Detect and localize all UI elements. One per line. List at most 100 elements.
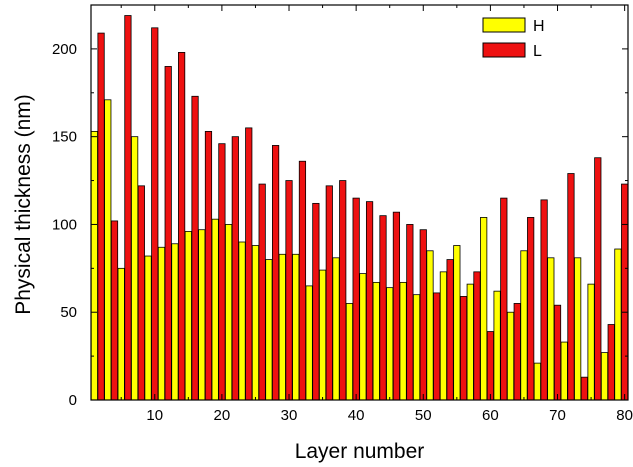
x-tick-label: 10 <box>146 407 163 424</box>
bar-l-layer-58 <box>473 271 481 401</box>
bar-l-layer-22 <box>231 136 239 401</box>
plot-area-frame <box>90 4 629 401</box>
bar-h-layer-67 <box>533 362 541 401</box>
bar-h-layer-25 <box>251 245 260 401</box>
bar-h-layer-61 <box>493 290 501 401</box>
bar-l-layer-64 <box>513 303 521 401</box>
bar-h-layer-17 <box>198 229 206 401</box>
y-tick-label: 150 <box>52 129 77 146</box>
bar-l-layer-10 <box>151 27 159 401</box>
bar-h-layer-45 <box>386 287 394 401</box>
bar-l-layer-6 <box>124 15 132 401</box>
bar-l-layer-72 <box>567 173 575 401</box>
bar-l-layer-78 <box>607 324 615 401</box>
bar-h-layer-77 <box>600 352 609 401</box>
bar-l-layer-80 <box>621 183 629 401</box>
bar-l-layer-50 <box>419 229 427 401</box>
bar-l-layer-20 <box>218 143 226 401</box>
bar-l-layer-38 <box>339 180 347 401</box>
bar-l-layer-70 <box>553 304 562 401</box>
bar-l-layer-74 <box>580 376 588 401</box>
bar-l-layer-26 <box>258 183 266 401</box>
bar-l-layer-32 <box>298 160 307 401</box>
bar-l-layer-24 <box>245 127 253 401</box>
bar-h-layer-29 <box>278 253 286 401</box>
legend-swatch-h <box>482 17 526 33</box>
y-axis-title: Physical thickness (nm) <box>12 94 35 315</box>
bar-l-layer-30 <box>285 180 293 401</box>
bar-h-layer-1 <box>90 130 98 401</box>
bar-h-layer-69 <box>547 257 555 401</box>
bar-h-layer-9 <box>144 255 152 401</box>
legend: H L <box>482 17 545 60</box>
bar-l-layer-14 <box>178 52 186 401</box>
bar-l-layer-4 <box>110 220 119 401</box>
legend-label-l: L <box>533 43 542 60</box>
bar-h-layer-51 <box>426 250 434 401</box>
y-tick-label: 50 <box>60 304 77 321</box>
bar-h-layer-13 <box>171 243 179 401</box>
bar-l-layer-34 <box>312 202 320 401</box>
bar-l-layer-28 <box>272 145 280 401</box>
bar-h-layer-7 <box>131 136 139 401</box>
bar-h-layer-5 <box>117 267 125 401</box>
bar-l-layer-16 <box>191 95 199 401</box>
bar-l-layer-54 <box>446 259 454 401</box>
bar-h-layer-3 <box>104 99 112 401</box>
bar-h-layer-33 <box>305 285 313 401</box>
bar-l-layer-46 <box>392 211 401 401</box>
bar-l-layer-2 <box>97 32 105 401</box>
bar-h-layer-59 <box>480 217 488 401</box>
bar-h-layer-41 <box>359 273 367 401</box>
bar-h-layer-15 <box>184 231 192 401</box>
bar-l-layer-56 <box>459 296 468 401</box>
bar-h-layer-73 <box>574 257 582 401</box>
x-tick-label: 60 <box>482 407 499 424</box>
x-tick-label: 40 <box>348 407 365 424</box>
bar-l-layer-66 <box>527 217 535 401</box>
bar-l-layer-18 <box>204 130 213 401</box>
bar-h-layer-55 <box>453 245 461 401</box>
axis-tick-labels: 10 20 30 40 50 60 70 80 0 50 100 150 200 <box>52 41 633 424</box>
bar-h-layer-53 <box>439 271 448 401</box>
bar-l-layer-36 <box>325 185 333 401</box>
bar-h-layer-27 <box>265 259 273 401</box>
bar-h-layer-21 <box>225 224 233 401</box>
bar-h-layer-35 <box>318 269 327 401</box>
bar-l-layer-40 <box>352 197 360 401</box>
bar-l-layer-42 <box>365 201 374 401</box>
bar-l-layer-52 <box>433 292 441 401</box>
bar-h-layer-63 <box>506 311 515 401</box>
bar-h-layer-39 <box>345 303 354 401</box>
x-tick-label: 70 <box>549 407 566 424</box>
bars-group <box>90 15 629 401</box>
bar-h-layer-11 <box>157 246 166 401</box>
y-tick-label: 200 <box>52 41 77 58</box>
bar-l-layer-48 <box>406 224 414 401</box>
bar-h-layer-43 <box>372 281 380 401</box>
bar-h-layer-19 <box>211 218 219 401</box>
y-tick-label: 100 <box>52 216 77 233</box>
bar-l-layer-12 <box>164 66 172 401</box>
bar-l-layer-68 <box>540 199 548 401</box>
bar-l-layer-76 <box>594 157 602 401</box>
bar-h-layer-57 <box>466 283 474 401</box>
bar-h-layer-23 <box>238 241 246 401</box>
x-tick-label: 20 <box>214 407 231 424</box>
legend-label-h: H <box>533 18 545 35</box>
bar-l-layer-8 <box>137 185 145 401</box>
y-tick-label: 0 <box>69 392 77 409</box>
x-tick-label: 30 <box>281 407 298 424</box>
bar-h-layer-47 <box>399 281 407 401</box>
bar-h-layer-65 <box>520 250 528 401</box>
bar-h-layer-49 <box>412 294 421 401</box>
bar-l-layer-60 <box>486 331 494 401</box>
x-tick-label: 80 <box>616 407 633 424</box>
bar-h-layer-37 <box>332 257 340 401</box>
bar-h-layer-79 <box>614 248 622 401</box>
bar-l-layer-62 <box>500 197 508 401</box>
axis-ticks <box>91 4 628 401</box>
x-axis-title: Layer number <box>295 440 425 463</box>
bar-h-layer-75 <box>587 283 595 401</box>
